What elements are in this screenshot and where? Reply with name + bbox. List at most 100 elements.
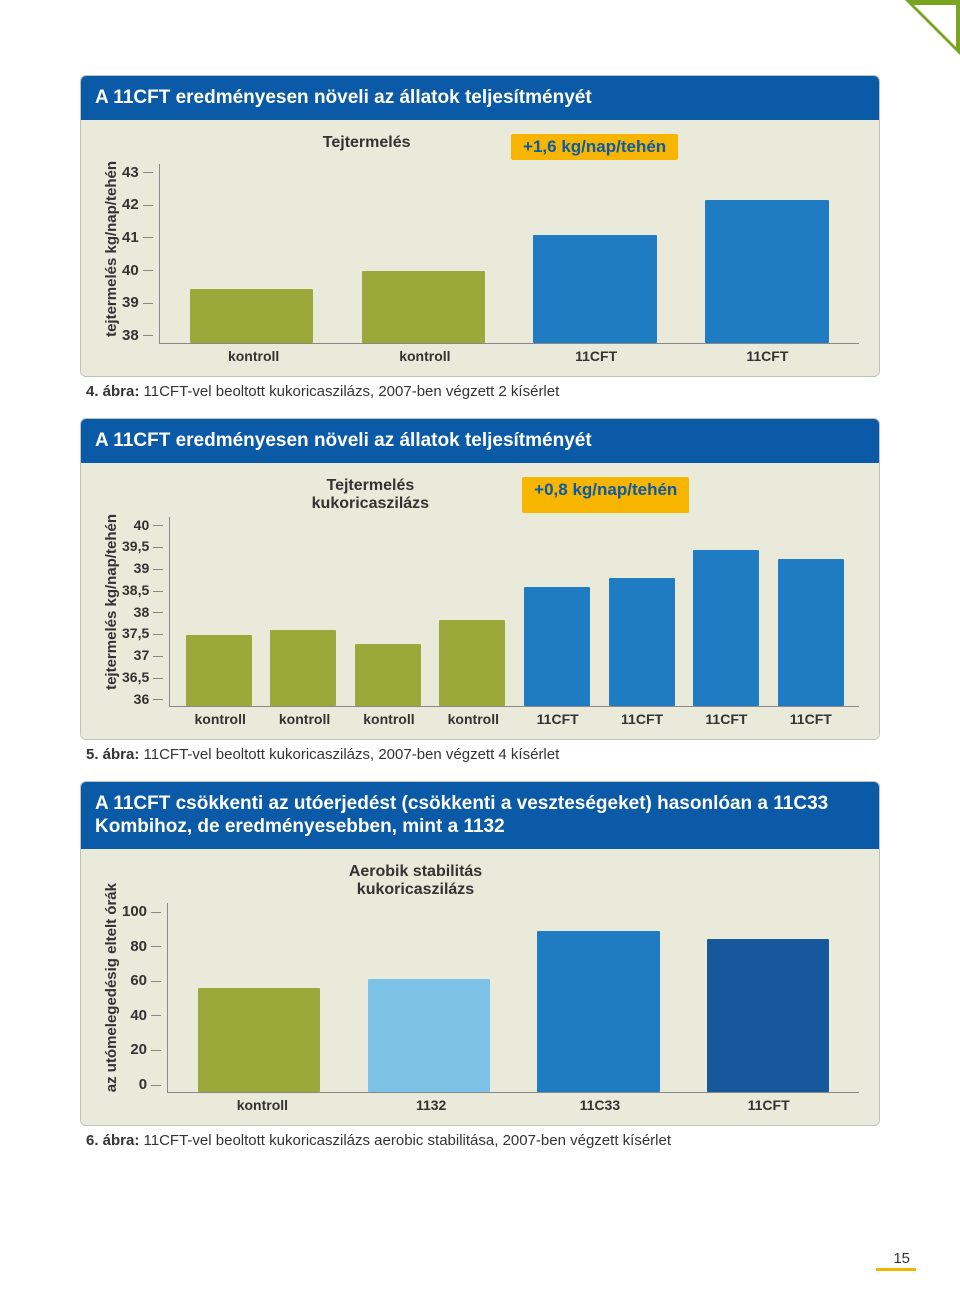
xtick: 11CFT (769, 707, 853, 727)
xtick: 11CFT (516, 707, 600, 727)
xtick: 11CFT (682, 344, 853, 364)
xtick: 11CFT (600, 707, 684, 727)
xtick: 1132 (347, 1093, 516, 1113)
bar (355, 644, 421, 705)
chart1-ylabel: tejtermelés kg/nap/tehén (101, 161, 122, 337)
chart1-bars (159, 164, 859, 344)
bar-slot (345, 517, 430, 706)
xtick: kontroll (262, 707, 346, 727)
ytick: 36 (134, 691, 164, 707)
chart3-ylabel: az utómelegedésig eltelt órák (101, 883, 122, 1092)
ytick: 43 (122, 164, 153, 181)
chart2-xticks: kontrollkontrollkontrollkontroll11CFT11C… (172, 707, 859, 727)
chart3-plot: 100806040200 (122, 903, 859, 1093)
chart1-panel: A 11CFT eredményesen növeli az állatok t… (80, 75, 880, 377)
ytick: 39 (122, 294, 153, 311)
xtick: kontroll (347, 707, 431, 727)
bar-slot (338, 164, 510, 343)
chart3-caption: 6. ábra: 11CFT-vel beoltott kukoricaszil… (86, 1132, 880, 1149)
bar (439, 620, 505, 705)
chart1-subtitle: Tejtermelés (323, 134, 411, 160)
page-number-line (876, 1268, 916, 1271)
ytick: 37,5 (122, 625, 163, 641)
bar-slot (681, 164, 853, 343)
chart3-yticks: 100806040200 (122, 903, 167, 1093)
bar-slot (344, 903, 514, 1092)
chart2-panel: A 11CFT eredményesen növeli az állatok t… (80, 418, 880, 740)
bar-slot (166, 164, 338, 343)
chart2-yticks: 40 39,5 39 38,5 38 37,5 37 36,5 36 (122, 517, 169, 707)
ytick: 36,5 (122, 669, 163, 685)
ytick: 38 (122, 327, 153, 344)
xtick: 11CFT (511, 344, 682, 364)
xtick: 11CFT (684, 1093, 853, 1113)
bar (368, 979, 490, 1092)
bar (533, 235, 657, 342)
bar (693, 550, 759, 706)
chart2-caption: 5. ábra: 11CFT-vel beoltott kukoricaszil… (86, 746, 880, 763)
xtick: kontroll (339, 344, 510, 364)
bar-slot (514, 903, 684, 1092)
bar (362, 271, 486, 343)
bar (705, 200, 829, 343)
bar-slot (515, 517, 600, 706)
chart3-bars (167, 903, 859, 1093)
ytick: 40 (134, 517, 164, 533)
chart1-xticks: kontrollkontroll11CFT11CFT (162, 344, 859, 364)
chart1-badge: +1,6 kg/nap/tehén (511, 134, 678, 160)
chart1-yticks: 43 42 41 40 39 38 (122, 164, 159, 344)
chart2-subtitle: Tejtermelés kukoricaszilázs (312, 477, 429, 513)
ytick: 40 (130, 1007, 161, 1024)
bar-slot (599, 517, 684, 706)
xtick: kontroll (431, 707, 515, 727)
ytick: 20 (130, 1041, 161, 1058)
bar (198, 988, 320, 1092)
xtick: kontroll (178, 707, 262, 727)
ytick: 41 (122, 229, 153, 246)
page-corner-decoration (905, 0, 960, 55)
bar-slot (261, 517, 346, 706)
bar-slot (509, 164, 681, 343)
chart3-xticks: kontroll113211C3311CFT (172, 1093, 859, 1113)
chart1-plot: 43 42 41 40 39 38 (122, 164, 859, 344)
chart2-plot: 40 39,5 39 38,5 38 37,5 37 36,5 36 (122, 517, 859, 707)
bar (707, 939, 829, 1092)
ytick: 38,5 (122, 582, 163, 598)
bar-slot (683, 903, 853, 1092)
ytick: 80 (130, 938, 161, 955)
bar (524, 587, 590, 705)
bar-slot (684, 517, 769, 706)
xtick: kontroll (178, 1093, 347, 1113)
bar-slot (174, 903, 344, 1092)
ytick: 0 (139, 1076, 161, 1093)
bar (270, 630, 336, 706)
page-content: A 11CFT eredményesen növeli az állatok t… (80, 75, 880, 1167)
chart2-bars (169, 517, 859, 707)
chart3-body: az utómelegedésig eltelt órák Aerobik st… (81, 849, 879, 1125)
ytick: 39 (134, 560, 164, 576)
xtick: kontroll (168, 344, 339, 364)
bar (186, 635, 252, 706)
chart1-body: tejtermelés kg/nap/tehén Tejtermelés +1,… (81, 120, 879, 376)
chart3-panel: A 11CFT csökkenti az utóerjedést (csökke… (80, 781, 880, 1127)
chart2-ylabel: tejtermelés kg/nap/tehén (101, 514, 122, 690)
ytick: 39,5 (122, 538, 163, 554)
bar (537, 931, 659, 1092)
bar-slot (768, 517, 853, 706)
chart2-title: A 11CFT eredményesen növeli az állatok t… (81, 419, 879, 463)
ytick: 42 (122, 196, 153, 213)
bar (778, 559, 844, 705)
chart3-subtitle: Aerobik stabilitás kukoricaszilázs (349, 863, 482, 899)
chart2-badge: +0,8 kg/nap/tehén (522, 477, 689, 513)
chart3-title: A 11CFT csökkenti az utóerjedést (csökke… (81, 782, 879, 850)
chart1-title: A 11CFT eredményesen növeli az állatok t… (81, 76, 879, 120)
bar (190, 289, 314, 343)
chart1-caption: 4. ábra: 11CFT-vel beoltott kukoricaszil… (86, 383, 880, 400)
xtick: 11CFT (684, 707, 768, 727)
bar-slot (176, 517, 261, 706)
xtick: 11C33 (516, 1093, 685, 1113)
ytick: 100 (122, 903, 161, 920)
ytick: 40 (122, 262, 153, 279)
ytick: 38 (134, 604, 164, 620)
ytick: 37 (134, 647, 164, 663)
